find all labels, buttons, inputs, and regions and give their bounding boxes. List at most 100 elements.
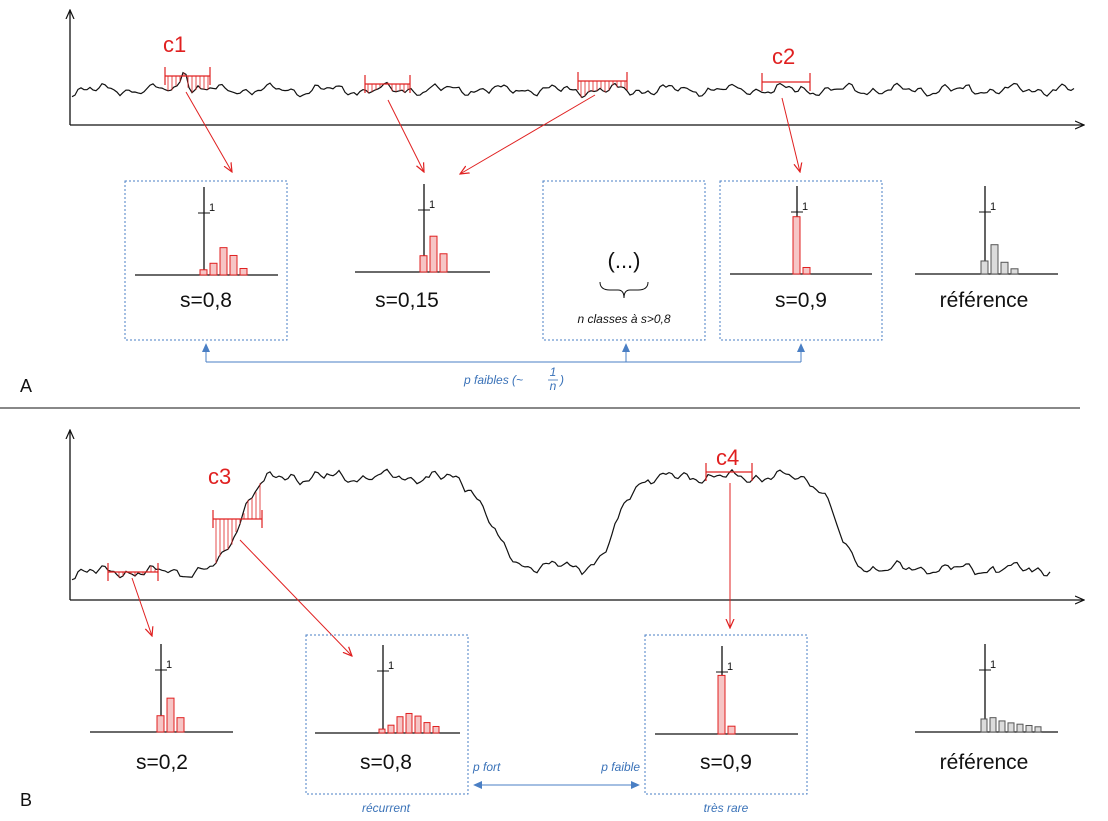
window-a2 bbox=[364, 75, 411, 94]
arrow-c3-to-hist bbox=[239, 539, 352, 656]
hist-tick-label: 1 bbox=[802, 201, 808, 213]
hist-tick-label: 1 bbox=[727, 661, 733, 673]
window-c3 bbox=[212, 483, 263, 564]
window-c1 bbox=[164, 67, 211, 93]
score-a-win2: s=0,15 bbox=[375, 289, 439, 312]
probability-fraction-num: 1 bbox=[550, 365, 557, 379]
window-label-c4: c4 bbox=[716, 445, 739, 470]
hist-bar bbox=[156, 715, 165, 733]
panel-b: c3 c4 1 1 1 1 s=0,2 s=0,8 s=0,9 référenc… bbox=[20, 430, 1084, 815]
panel-a: c1 c2 1 1 1 1 s=0,8 s=0,15 s=0,9 référen… bbox=[20, 10, 1084, 396]
probability-fraction-den: n bbox=[550, 379, 557, 393]
hist-bar bbox=[1016, 723, 1024, 733]
hist-bar bbox=[209, 262, 218, 276]
hist-bar bbox=[378, 728, 386, 734]
hist-bar bbox=[419, 255, 428, 273]
hist-bar bbox=[387, 724, 395, 734]
ellipsis-text: (...) bbox=[608, 248, 641, 273]
arrow-win3-to-hist bbox=[460, 94, 596, 174]
hist-tick-label: 1 bbox=[990, 201, 996, 213]
score-a-reference: référence bbox=[940, 289, 1029, 312]
hist-bar bbox=[802, 266, 811, 275]
box-hist-c3 bbox=[305, 634, 469, 795]
hist-bar bbox=[239, 267, 248, 276]
panel-b-signal bbox=[71, 468, 1051, 581]
hist-bar bbox=[980, 260, 989, 275]
histogram-b-win1: 1 bbox=[90, 644, 233, 733]
hist-tick-label: 1 bbox=[166, 659, 172, 671]
hist-bar bbox=[166, 697, 175, 733]
box-hist-c2 bbox=[719, 180, 883, 341]
probability-note-a: p faibles (~ bbox=[463, 373, 523, 387]
hist-bar bbox=[396, 716, 404, 734]
hist-bar bbox=[432, 725, 440, 734]
hist-bar bbox=[1010, 268, 1019, 275]
hist-bar bbox=[219, 247, 228, 276]
hist-bar bbox=[405, 712, 413, 734]
hist-tick-label: 1 bbox=[429, 199, 435, 211]
hist-bar bbox=[1034, 726, 1042, 733]
histogram-a-c1: 1 bbox=[135, 187, 278, 276]
histogram-a-win2: 1 bbox=[355, 184, 490, 273]
label-p-fort: p fort bbox=[472, 760, 501, 774]
box-hist-c1 bbox=[124, 180, 288, 341]
ellipsis-brace bbox=[599, 281, 649, 299]
histogram-a-reference: 1 bbox=[915, 186, 1058, 275]
hist-bar bbox=[229, 254, 238, 276]
hist-bar bbox=[990, 244, 999, 275]
hist-bar bbox=[1000, 261, 1009, 275]
hist-bar bbox=[727, 725, 736, 735]
hist-bar bbox=[429, 235, 438, 273]
hist-bar bbox=[414, 715, 422, 734]
panel-a-signal bbox=[71, 71, 1075, 99]
label-p-faible: p faible bbox=[600, 760, 640, 774]
window-label-c2: c2 bbox=[772, 44, 795, 69]
window-c2 bbox=[761, 73, 811, 91]
panel-b-windows bbox=[107, 463, 753, 581]
histogram-a-c2: 1 bbox=[730, 186, 872, 275]
caption-tres-rare: très rare bbox=[704, 801, 749, 815]
panel-b-label: B bbox=[20, 790, 32, 810]
hist-tick-label: 1 bbox=[209, 202, 215, 214]
window-c4 bbox=[705, 463, 753, 481]
histogram-b-c4: 1 bbox=[655, 646, 798, 735]
hist-bar bbox=[176, 717, 185, 733]
hist-bar bbox=[998, 720, 1006, 733]
hist-bar bbox=[423, 722, 431, 734]
panel-a-windows bbox=[164, 67, 811, 98]
panel-a-label: A bbox=[20, 376, 32, 396]
window-label-c3: c3 bbox=[208, 464, 231, 489]
caption-recurrent: récurrent bbox=[362, 801, 411, 815]
probability-note-close: ) bbox=[558, 373, 564, 387]
score-a-c2: s=0,9 bbox=[775, 289, 827, 312]
arrow-c2-to-hist bbox=[781, 97, 800, 172]
score-b-reference: référence bbox=[940, 751, 1029, 774]
hist-bar bbox=[1025, 724, 1033, 733]
score-b-c3: s=0,8 bbox=[360, 751, 412, 774]
hist-bar bbox=[199, 269, 208, 276]
hist-bar bbox=[989, 717, 997, 733]
window-label-c1: c1 bbox=[163, 32, 186, 57]
hist-tick-label: 1 bbox=[388, 660, 394, 672]
hist-bar bbox=[980, 718, 988, 733]
hist-bar bbox=[439, 253, 448, 273]
arrow-c1-to-hist bbox=[185, 91, 232, 172]
window-b1 bbox=[107, 563, 159, 581]
score-a-c1: s=0,8 bbox=[180, 289, 232, 312]
box-hist-c4 bbox=[644, 634, 808, 795]
arrow-win1-to-hist bbox=[131, 577, 152, 636]
arrow-win2-to-hist bbox=[387, 99, 424, 172]
window-a3 bbox=[577, 72, 628, 98]
score-b-c4: s=0,9 bbox=[700, 751, 752, 774]
histogram-b-c3: 1 bbox=[315, 645, 460, 734]
histogram-b-reference: 1 bbox=[915, 644, 1058, 733]
hist-bar bbox=[792, 216, 801, 275]
hist-bar bbox=[717, 674, 726, 735]
score-b-win1: s=0,2 bbox=[136, 751, 188, 774]
probability-connector-a bbox=[201, 343, 806, 363]
hist-bar bbox=[1007, 722, 1015, 733]
hist-tick-label: 1 bbox=[990, 659, 996, 671]
ellipsis-caption: n classes à s>0,8 bbox=[577, 312, 670, 326]
box-ellipsis bbox=[542, 180, 706, 341]
